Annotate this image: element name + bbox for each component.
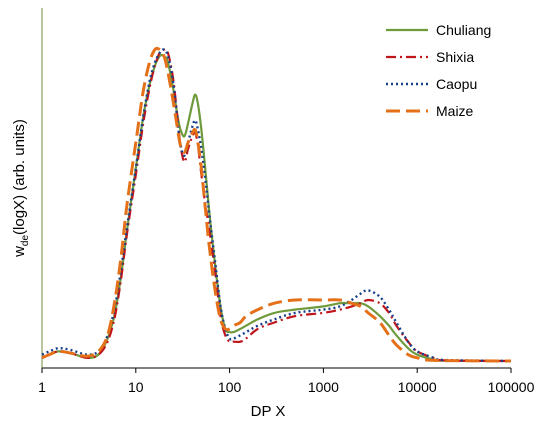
x-tick-label: 100 [218, 379, 242, 395]
series-line-caopu [41, 48, 512, 363]
x-tick-label: 1 [38, 379, 46, 395]
x-axis-title: DP X [251, 403, 286, 420]
y-axis-title-rest: (logX) (arb. units) [11, 119, 28, 235]
y-axis-title-main: w [11, 246, 28, 258]
x-tick-label: 1000 [308, 379, 339, 395]
legend-label-chuliang: Chuliang [436, 22, 491, 38]
x-tick-label: 10000 [398, 379, 437, 395]
legend-label-shixia: Shixia [436, 49, 474, 65]
x-ticks: 1 10 100 1000 10000 100000 [38, 368, 535, 395]
series-line-maize [41, 46, 512, 363]
x-tick-label: 10 [128, 379, 144, 395]
x-tick-label: 100000 [488, 379, 535, 395]
series-line-shixia [41, 48, 512, 363]
series-lines [41, 46, 512, 363]
legend-label-caopu: Caopu [436, 76, 477, 92]
y-axis-title: wde(logX) (arb. units) [11, 119, 31, 258]
legend: Chuliang Shixia Caopu Maize [386, 22, 491, 119]
legend-label-maize: Maize [436, 103, 474, 119]
y-axis-title-sub: de [20, 235, 31, 247]
series-line-chuliang [41, 53, 512, 363]
